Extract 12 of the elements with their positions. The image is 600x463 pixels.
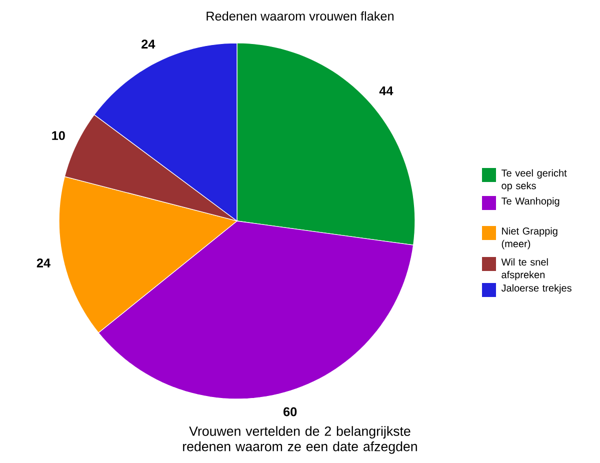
data-label: 24 <box>36 258 50 268</box>
data-label: 24 <box>142 40 156 48</box>
data-label: 44 <box>379 86 394 96</box>
legend-label: Jaloerse trekjes <box>501 284 572 294</box>
legend-label: Niet Grappig (meer) <box>502 227 558 250</box>
data-label: 60 <box>284 407 297 416</box>
text: Vrouwen vertelden de 2 belangrijkste redenen waarom ze een date afzegden <box>183 426 417 454</box>
legend-label: Te Wanhopig <box>501 197 560 207</box>
chart-title: Redenen waarom vrouwen flaken <box>206 11 394 21</box>
legend-label: Wil te snel afspreken <box>501 258 548 280</box>
data-label: 10 <box>52 131 65 140</box>
legend-label: Te veel gericht op seks <box>501 169 567 192</box>
